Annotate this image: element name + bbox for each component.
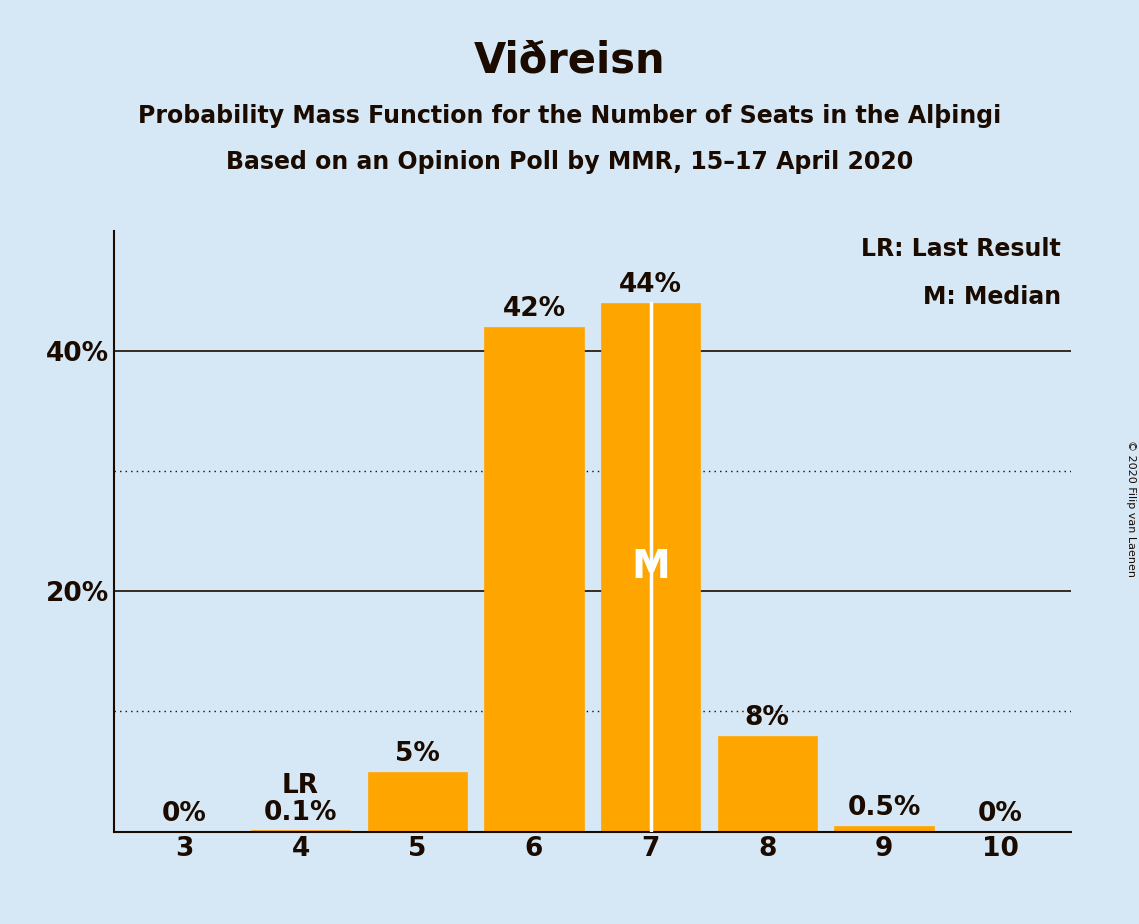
Text: 8%: 8% — [745, 705, 789, 731]
Text: © 2020 Filip van Laenen: © 2020 Filip van Laenen — [1126, 440, 1136, 577]
Text: Probability Mass Function for the Number of Seats in the Alþingi: Probability Mass Function for the Number… — [138, 103, 1001, 128]
Bar — [718, 736, 817, 832]
Text: 0.5%: 0.5% — [847, 795, 920, 821]
Text: 0.1%: 0.1% — [264, 799, 337, 826]
Bar — [601, 303, 700, 832]
Text: 5%: 5% — [395, 741, 440, 767]
Bar — [484, 327, 583, 832]
Text: LR: LR — [282, 773, 319, 799]
Bar — [835, 826, 934, 832]
Text: 0%: 0% — [978, 801, 1023, 827]
Text: Viðreisn: Viðreisn — [474, 39, 665, 81]
Text: 44%: 44% — [620, 273, 682, 298]
Text: 42%: 42% — [502, 297, 565, 322]
Text: 0%: 0% — [162, 801, 206, 827]
Text: M: Median: M: Median — [923, 285, 1062, 309]
Text: LR: Last Result: LR: Last Result — [861, 237, 1062, 261]
Bar — [368, 772, 467, 832]
Text: M: M — [631, 548, 670, 587]
Text: Based on an Opinion Poll by MMR, 15–17 April 2020: Based on an Opinion Poll by MMR, 15–17 A… — [226, 150, 913, 174]
Bar — [251, 831, 350, 832]
